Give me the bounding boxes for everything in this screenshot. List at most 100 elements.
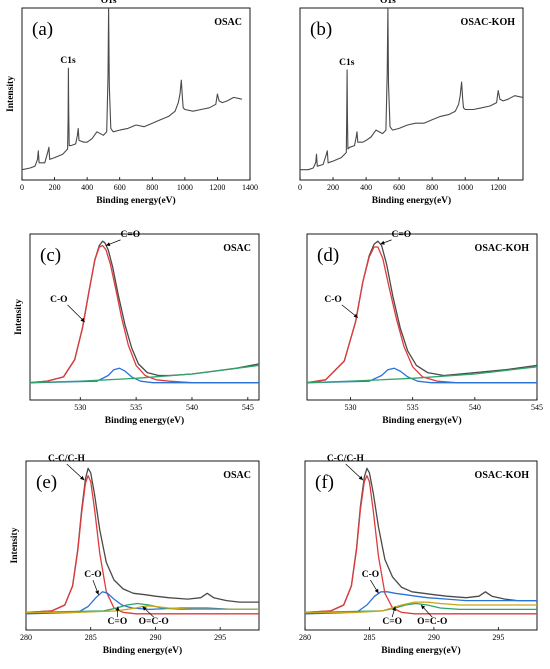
series-line-3	[26, 602, 259, 614]
x-tick-label: 295	[214, 633, 226, 642]
peak-label: O1s	[380, 0, 396, 6]
plot-frame	[29, 233, 260, 401]
sample-name: OSAC	[223, 243, 251, 254]
series-line-2	[305, 591, 537, 615]
panel-b: 0 200 400 600 800 1000 1200 Binding energy(eV) (…	[298, 0, 524, 206]
x-axis-label: Binding energy(eV)	[382, 415, 461, 426]
x-tick-label: 0	[20, 183, 24, 192]
series-line-1	[30, 244, 259, 384]
series-group	[300, 8, 523, 171]
series-group	[26, 467, 259, 615]
x-tick-label: 800	[146, 183, 158, 192]
arrow-head	[374, 588, 379, 594]
peak-label: C-O	[362, 570, 379, 580]
x-tick-label: 295	[492, 633, 504, 642]
x-tick-label: 0	[298, 183, 302, 192]
peak-label: C-C/C-H	[48, 454, 86, 464]
series-line-1	[26, 475, 259, 615]
x-tick-label: 290	[428, 633, 440, 642]
x-tick-label: 535	[407, 403, 419, 412]
x-tick-label: 545	[531, 403, 543, 412]
peak-label: C1s	[60, 56, 76, 66]
panel-label: (a)	[32, 19, 53, 40]
series-group	[30, 240, 259, 384]
x-tick-label: 280	[299, 633, 311, 642]
plot-frame	[21, 7, 251, 181]
series-line-0	[30, 240, 259, 384]
y-axis-label: Intensity	[10, 527, 20, 563]
series-line-2	[307, 367, 537, 384]
x-tick-label: 285	[85, 633, 97, 642]
series-line-2	[26, 591, 259, 615]
arrow-head	[80, 475, 85, 481]
x-tick-label: 800	[426, 183, 438, 192]
panel-f: 280 285 290 295 Binding energy(eV) (f) OSAC-KO…	[299, 454, 538, 656]
annotation-arrow	[67, 304, 85, 323]
panel-label: (f)	[315, 472, 334, 493]
series-line-2	[30, 367, 259, 384]
peak-label: C-C/C-H	[327, 454, 365, 464]
series-group	[22, 8, 243, 171]
series-group	[305, 467, 537, 615]
panel-label: (e)	[36, 472, 57, 493]
arrow-head	[106, 242, 111, 246]
series-line-4	[26, 605, 259, 614]
x-tick-label: 1200	[490, 183, 506, 192]
series-line-4	[305, 601, 537, 614]
plot-frame	[299, 7, 524, 181]
sample-name: OSAC	[214, 17, 242, 28]
y-axis-label: Intensity	[6, 76, 16, 112]
panel-d: 530 535 540 545 Binding energy(eV) (d) OSAC-KO…	[306, 230, 543, 426]
x-tick-label: 200	[49, 183, 61, 192]
series-line-0	[305, 467, 537, 614]
arrow-head	[353, 313, 358, 318]
series-line-3	[30, 364, 259, 384]
series-line-0	[307, 240, 537, 384]
sample-name: OSAC-KOH	[475, 470, 530, 481]
arrow-head	[142, 606, 147, 611]
arrow-head	[358, 475, 363, 481]
x-axis-label: Binding energy(eV)	[381, 645, 460, 656]
x-tick-label: 285	[363, 633, 375, 642]
sample-name: OSAC-KOH	[461, 17, 516, 28]
x-tick-label: 1400	[242, 183, 258, 192]
peak-label: C-O	[324, 295, 341, 305]
arrow-head	[421, 605, 426, 610]
series-line-1	[307, 246, 537, 384]
plot-frame	[306, 233, 538, 401]
series-line-0	[26, 467, 259, 614]
x-tick-label: 545	[242, 403, 254, 412]
x-tick-label: 530	[345, 403, 357, 412]
arrow-head	[95, 590, 99, 595]
peak-label: C=O	[108, 617, 128, 627]
peak-label: O=C-O	[139, 617, 169, 627]
series-line-0	[22, 8, 243, 171]
arrow-head	[80, 317, 85, 323]
peak-label: O1s	[101, 0, 117, 6]
x-tick-label: 1000	[457, 183, 473, 192]
peak-label: C=O	[392, 230, 412, 240]
x-tick-label: 1000	[177, 183, 193, 192]
panel-e: 280 285 290 295 Binding energy(eV) Intensity (…	[10, 454, 260, 656]
x-tick-label: 535	[130, 403, 142, 412]
x-axis-label: Binding energy(eV)	[103, 645, 182, 656]
peak-label: C1s	[339, 58, 355, 68]
sample-name: OSAC-KOH	[475, 243, 530, 254]
peak-label: C=O	[120, 230, 140, 240]
arrow-head	[380, 240, 385, 245]
x-tick-label: 400	[360, 183, 372, 192]
series-line-0	[300, 8, 523, 171]
panel-label: (d)	[317, 245, 339, 266]
x-axis-label: Binding energy(eV)	[105, 415, 184, 426]
panel-a: 0 200 400 600 800 1000 1200 1400 Binding energy(…	[6, 0, 258, 206]
arrow-head	[115, 606, 120, 611]
peak-label: C-O	[50, 295, 67, 305]
series-line-3	[307, 366, 537, 384]
plot-frame	[304, 460, 538, 631]
plot-frame	[25, 460, 260, 631]
x-tick-label: 200	[327, 183, 339, 192]
peak-label: O=C-O	[417, 617, 447, 627]
x-tick-label: 400	[81, 183, 93, 192]
x-tick-label: 1200	[209, 183, 225, 192]
